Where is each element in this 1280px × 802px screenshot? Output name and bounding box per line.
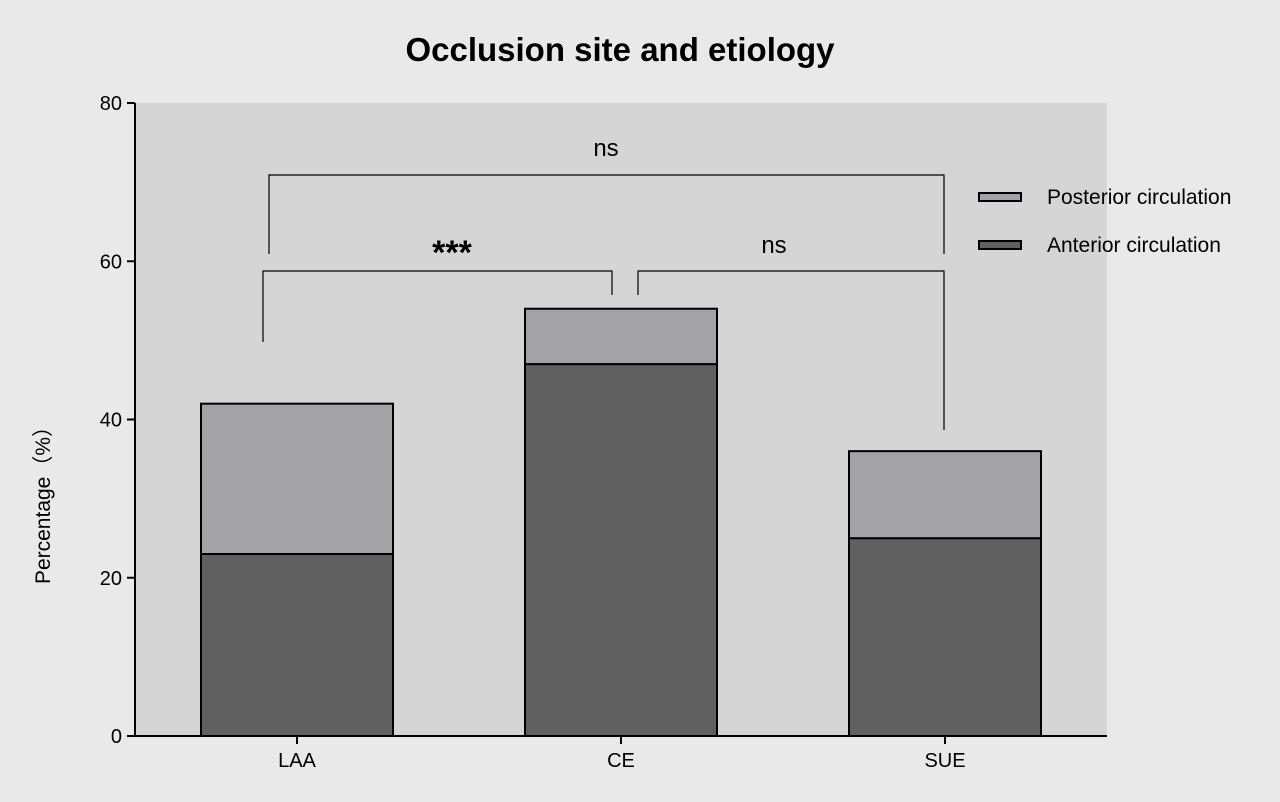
axes-group: 0 20 40 60 80 LAA CE SUE (100, 93, 1107, 772)
bars-group (200, 307, 1042, 738)
y-tick-label: 60 (100, 251, 122, 273)
significance-label: *** (432, 234, 472, 272)
chart-title: Occlusion site and etiology (405, 31, 835, 68)
significance-bracket (637, 270, 945, 430)
legend-swatch (978, 240, 1022, 250)
x-tick-label: LAA (278, 750, 316, 772)
y-tick-label: 80 (100, 93, 122, 115)
legend-label: Posterior circulation (1047, 186, 1231, 209)
y-tick-label: 40 (100, 410, 122, 432)
legend-swatch (978, 192, 1022, 202)
significance-bracket (262, 270, 613, 342)
significance-label: ns (761, 232, 786, 259)
x-tick-label: CE (607, 750, 635, 772)
bar-sue-posterior-circulation (848, 450, 1042, 540)
significance-label: ns (593, 135, 618, 162)
y-tick-label: 20 (100, 568, 122, 590)
y-tick-label: 0 (111, 726, 122, 748)
legend: Posterior circulation Anterior circulatio… (978, 186, 1231, 257)
bar-sue-anterior-circulation (848, 537, 1042, 737)
significance-brackets: *** ns ns (262, 135, 945, 430)
legend-label: Anterior circulation (1047, 234, 1221, 257)
bar-laa-posterior-circulation (200, 402, 394, 556)
bar-laa-anterior-circulation (200, 553, 394, 738)
significance-bracket (268, 174, 945, 254)
bar-ce-posterior-circulation (524, 307, 718, 366)
bar-ce-anterior-circulation (524, 363, 718, 737)
y-axis-label: Percentage（%） (32, 416, 55, 584)
x-tick-label: SUE (924, 750, 965, 772)
